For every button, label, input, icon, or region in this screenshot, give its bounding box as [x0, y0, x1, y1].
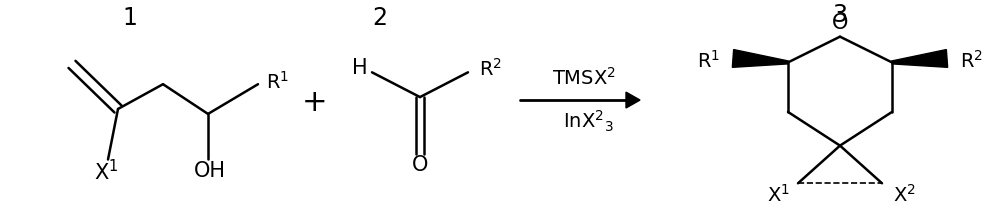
- Text: 1: 1: [123, 6, 137, 30]
- Polygon shape: [732, 50, 788, 67]
- Text: TMSX$^2$: TMSX$^2$: [552, 67, 616, 89]
- Text: R$^1$: R$^1$: [266, 71, 290, 93]
- Text: R$^1$: R$^1$: [697, 50, 721, 71]
- Text: X$^1$: X$^1$: [767, 184, 789, 206]
- Text: R$^2$: R$^2$: [479, 57, 501, 79]
- Polygon shape: [892, 50, 948, 67]
- Polygon shape: [626, 92, 640, 108]
- Text: 2: 2: [372, 6, 388, 30]
- Text: 3: 3: [832, 3, 848, 27]
- Text: R$^2$: R$^2$: [960, 50, 982, 71]
- Text: OH: OH: [194, 161, 226, 181]
- Text: X$^2$: X$^2$: [893, 184, 915, 206]
- Text: O: O: [832, 13, 848, 33]
- Text: InX$^2$$_3$: InX$^2$$_3$: [563, 109, 613, 134]
- Text: X$^1$: X$^1$: [94, 159, 118, 184]
- Text: O: O: [412, 156, 428, 175]
- Text: +: +: [302, 88, 328, 116]
- Text: H: H: [352, 58, 368, 78]
